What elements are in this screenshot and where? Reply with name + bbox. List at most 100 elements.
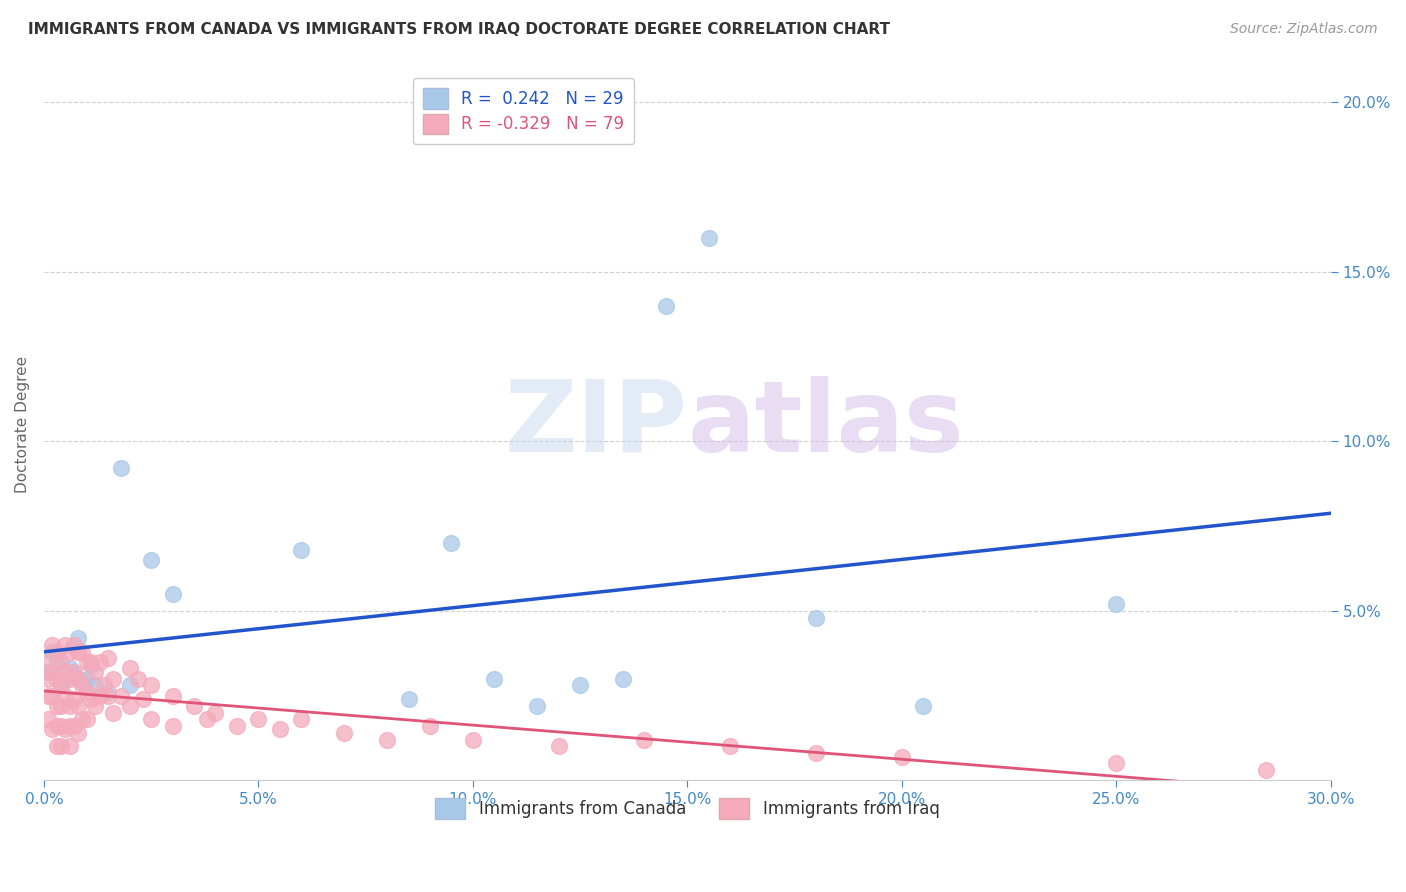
- Point: [41, 638, 63, 652]
- Point: [97, 651, 120, 665]
- Point: [84, 678, 107, 692]
- Point: [84, 665, 107, 679]
- Point: [63, 719, 86, 733]
- Point: [67, 726, 90, 740]
- Point: [97, 685, 120, 699]
- Point: [67, 672, 90, 686]
- Point: [804, 746, 827, 760]
- Point: [72, 712, 94, 726]
- Point: [440, 536, 463, 550]
- Point: [63, 638, 86, 652]
- Text: IMMIGRANTS FROM CANADA VS IMMIGRANTS FROM IRAQ DOCTORATE DEGREE CORRELATION CHAR: IMMIGRANTS FROM CANADA VS IMMIGRANTS FRO…: [28, 22, 890, 37]
- Point: [162, 689, 184, 703]
- Point: [80, 655, 103, 669]
- Point: [162, 587, 184, 601]
- Point: [612, 672, 634, 686]
- Point: [697, 231, 720, 245]
- Point: [59, 739, 82, 754]
- Point: [53, 672, 76, 686]
- Point: [101, 672, 124, 686]
- Point: [1256, 763, 1278, 777]
- Point: [59, 719, 82, 733]
- Point: [59, 644, 82, 658]
- Point: [398, 692, 420, 706]
- Point: [204, 706, 226, 720]
- Point: [80, 658, 103, 673]
- Point: [49, 655, 72, 669]
- Point: [63, 665, 86, 679]
- Point: [45, 698, 67, 713]
- Point: [484, 672, 506, 686]
- Point: [162, 719, 184, 733]
- Point: [67, 631, 90, 645]
- Point: [804, 610, 827, 624]
- Text: atlas: atlas: [688, 376, 965, 473]
- Point: [41, 644, 63, 658]
- Point: [45, 672, 67, 686]
- Point: [63, 668, 86, 682]
- Point: [63, 692, 86, 706]
- Point: [101, 706, 124, 720]
- Point: [59, 698, 82, 713]
- Point: [53, 665, 76, 679]
- Point: [41, 665, 63, 679]
- Point: [93, 678, 115, 692]
- Point: [912, 698, 935, 713]
- Y-axis label: Doctorate Degree: Doctorate Degree: [15, 356, 30, 493]
- Point: [76, 712, 98, 726]
- Point: [718, 739, 741, 754]
- Point: [37, 712, 59, 726]
- Point: [49, 678, 72, 692]
- Point: [419, 719, 441, 733]
- Point: [59, 672, 82, 686]
- Point: [526, 698, 548, 713]
- Point: [37, 672, 59, 686]
- Point: [53, 638, 76, 652]
- Point: [72, 678, 94, 692]
- Point: [195, 712, 218, 726]
- Point: [269, 723, 291, 737]
- Point: [41, 723, 63, 737]
- Point: [76, 655, 98, 669]
- Point: [89, 655, 111, 669]
- Point: [569, 678, 592, 692]
- Point: [76, 672, 98, 686]
- Point: [84, 698, 107, 713]
- Point: [290, 712, 312, 726]
- Point: [118, 678, 141, 692]
- Point: [53, 723, 76, 737]
- Point: [247, 712, 270, 726]
- Point: [76, 685, 98, 699]
- Point: [633, 732, 655, 747]
- Point: [375, 732, 398, 747]
- Point: [131, 692, 153, 706]
- Point: [67, 644, 90, 658]
- Point: [110, 461, 132, 475]
- Point: [139, 553, 162, 567]
- Point: [655, 299, 678, 313]
- Point: [67, 698, 90, 713]
- Point: [37, 665, 59, 679]
- Point: [183, 698, 205, 713]
- Point: [97, 689, 120, 703]
- Point: [37, 689, 59, 703]
- Point: [72, 675, 94, 690]
- Point: [118, 661, 141, 675]
- Point: [290, 542, 312, 557]
- Point: [45, 719, 67, 733]
- Text: ZIP: ZIP: [505, 376, 688, 473]
- Point: [139, 712, 162, 726]
- Point: [139, 678, 162, 692]
- Point: [89, 689, 111, 703]
- Point: [333, 726, 356, 740]
- Point: [1105, 756, 1128, 771]
- Point: [59, 661, 82, 675]
- Point: [127, 672, 149, 686]
- Point: [226, 719, 249, 733]
- Point: [461, 732, 484, 747]
- Point: [45, 655, 67, 669]
- Text: Source: ZipAtlas.com: Source: ZipAtlas.com: [1230, 22, 1378, 37]
- Legend: Immigrants from Canada, Immigrants from Iraq: Immigrants from Canada, Immigrants from …: [429, 792, 946, 825]
- Point: [41, 689, 63, 703]
- Point: [110, 689, 132, 703]
